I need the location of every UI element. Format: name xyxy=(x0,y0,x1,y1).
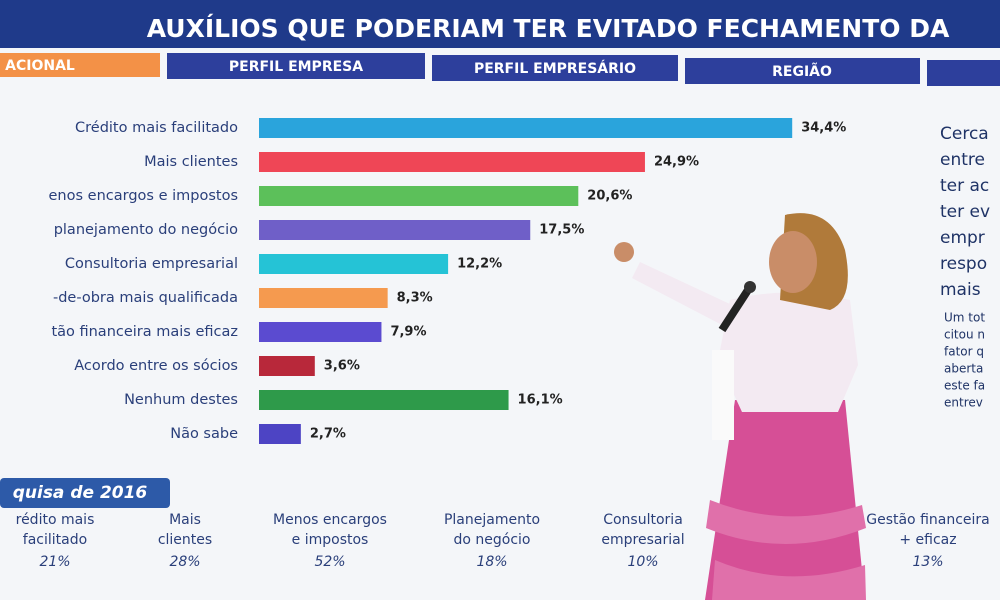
value-label: 7,9% xyxy=(390,325,426,340)
tab-label: ACIONAL xyxy=(5,58,75,74)
comparison-value: 52% xyxy=(314,554,345,570)
bar xyxy=(259,356,315,376)
side-line: mais xyxy=(940,280,981,300)
tab-label: REGIÃO xyxy=(772,63,832,80)
value-label: 17,5% xyxy=(539,223,584,238)
comparison-label: Consultoria xyxy=(603,512,683,528)
category-label: Nenhum destes xyxy=(124,392,238,408)
comparison-value: 21% xyxy=(39,554,70,570)
category-label: tão financeira mais eficaz xyxy=(51,324,238,340)
side-text: Cerca entre ter ac ter ev empr respo mais Um to… xyxy=(940,124,990,410)
tab xyxy=(927,60,1000,86)
note-line: Um tot xyxy=(944,311,985,325)
tab xyxy=(0,53,160,77)
bar xyxy=(259,186,579,206)
value-label: 24,9% xyxy=(654,155,699,170)
category-label: Consultoria empresarial xyxy=(65,256,238,272)
comparison-label: facilitado xyxy=(23,532,87,548)
category-label: enos encargos e impostos xyxy=(49,188,238,204)
value-label: 16,1% xyxy=(518,393,563,408)
comparison-label: clientes xyxy=(158,532,212,548)
tab xyxy=(167,53,425,79)
category-label: Mais clientes xyxy=(144,154,238,170)
value-label: 20,6% xyxy=(587,189,632,204)
slide-title: AUXÍLIOS QUE PODERIAM TER EVITADO FECHAM… xyxy=(147,14,950,43)
comparison-label: rédito mais xyxy=(16,512,95,528)
category-label: -de-obra mais qualificada xyxy=(53,290,238,306)
bar xyxy=(259,152,645,172)
category-label: Não sabe xyxy=(170,426,238,442)
comparison-value: 10% xyxy=(627,554,658,570)
comparison-label: Menos encargos xyxy=(273,512,387,528)
category-label: Crédito mais facilitado xyxy=(75,120,238,136)
comparison: rédito mais facilitado 21% Mais clientes 28% M… xyxy=(16,512,990,570)
note-line: este fa xyxy=(944,379,985,393)
bar xyxy=(259,288,388,308)
tab xyxy=(685,58,920,84)
comparison-label: + eficaz xyxy=(899,532,956,548)
value-label: 12,2% xyxy=(457,257,502,272)
side-line: ter ac xyxy=(940,176,989,196)
bar xyxy=(259,118,793,138)
value-label: 8,3% xyxy=(397,291,433,306)
bar xyxy=(259,390,509,410)
category-label: Acordo entre os sócios xyxy=(74,358,238,374)
category-label: planejamento do negócio xyxy=(54,222,238,238)
side-line: empr xyxy=(940,228,985,248)
note-line: entrev xyxy=(944,396,983,410)
survey-tag xyxy=(0,478,170,508)
bar xyxy=(259,424,301,444)
comparison-value: 28% xyxy=(169,554,200,570)
bar xyxy=(259,220,531,240)
comparison-value: 13% xyxy=(912,554,943,570)
bar xyxy=(259,322,382,342)
value-label: 2,7% xyxy=(310,427,346,442)
person xyxy=(614,213,866,600)
value-label: 3,6% xyxy=(324,359,360,374)
side-line: respo xyxy=(940,254,987,274)
comparison-label: Mais xyxy=(169,512,201,528)
side-line: ter ev xyxy=(940,202,990,222)
value-label: 34,4% xyxy=(801,121,846,136)
side-line: entre xyxy=(940,150,985,170)
note-line: fator q xyxy=(944,345,984,359)
bar xyxy=(259,254,449,274)
comparison-label: empresarial xyxy=(601,532,684,548)
side-line: Cerca xyxy=(940,124,989,144)
comparison-label: e impostos xyxy=(292,532,369,548)
comparison-label: Gestão financeira xyxy=(866,512,990,528)
comparison-label: do negócio xyxy=(454,532,531,548)
tab-label: PERFIL EMPRESA xyxy=(229,59,363,75)
comparison-label: Planejamento xyxy=(444,512,540,528)
note-line: aberta xyxy=(944,362,983,376)
tab xyxy=(432,55,678,81)
survey-label: quisa de 2016 xyxy=(13,483,148,503)
note-line: citou n xyxy=(944,328,985,342)
comparison-value: 18% xyxy=(476,554,507,570)
bar-chart: Crédito mais facilitado 34,4% Mais cliente… xyxy=(49,118,846,444)
title-band xyxy=(0,0,1000,48)
tab-label: PERFIL EMPRESÁRIO xyxy=(474,60,636,77)
